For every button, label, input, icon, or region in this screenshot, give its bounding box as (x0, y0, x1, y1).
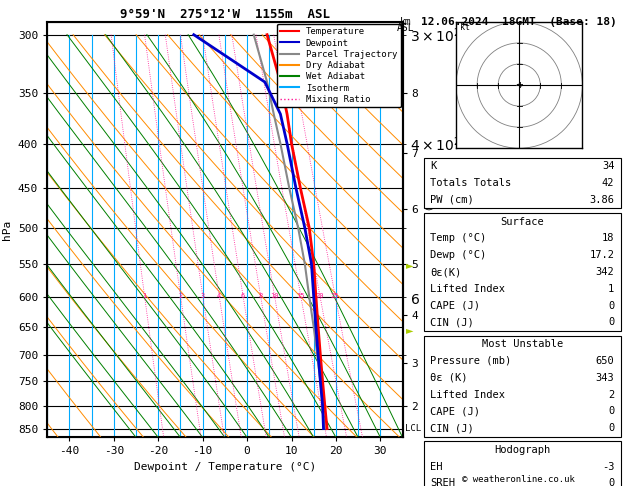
Text: Dewp (°C): Dewp (°C) (430, 250, 487, 260)
Text: CIN (J): CIN (J) (430, 317, 474, 328)
Text: θε(K): θε(K) (430, 267, 462, 277)
Text: Surface: Surface (501, 217, 544, 226)
Text: 0: 0 (608, 301, 615, 311)
Text: LCL: LCL (405, 424, 421, 433)
Text: 20: 20 (316, 293, 324, 298)
Text: 8: 8 (259, 293, 263, 298)
Text: 0: 0 (608, 406, 615, 417)
Title: 9°59'N  275°12'W  1155m  ASL: 9°59'N 275°12'W 1155m ASL (120, 8, 330, 21)
Text: 25: 25 (331, 293, 340, 298)
Text: CAPE (J): CAPE (J) (430, 406, 481, 417)
Text: © weatheronline.co.uk: © weatheronline.co.uk (462, 474, 576, 484)
Text: ►: ► (406, 260, 413, 270)
Text: CIN (J): CIN (J) (430, 423, 474, 433)
Bar (425, 441, 621, 486)
Text: 1: 1 (608, 284, 615, 294)
Text: Most Unstable: Most Unstable (482, 339, 563, 349)
Text: 4: 4 (217, 293, 221, 298)
X-axis label: Dewpoint / Temperature (°C): Dewpoint / Temperature (°C) (134, 462, 316, 472)
Text: -3: -3 (602, 462, 615, 471)
Text: 3.86: 3.86 (589, 195, 615, 205)
Text: 650: 650 (596, 356, 615, 366)
Text: 6: 6 (241, 293, 245, 298)
Text: K: K (430, 161, 437, 172)
Text: Hodograph: Hodograph (494, 445, 550, 455)
Text: CAPE (J): CAPE (J) (430, 301, 481, 311)
Text: Pressure (mb): Pressure (mb) (430, 356, 511, 366)
Text: 1: 1 (142, 293, 147, 298)
Text: Temp (°C): Temp (°C) (430, 233, 487, 243)
Text: EH: EH (430, 462, 443, 471)
Text: km: km (400, 17, 411, 27)
Bar (425, 158, 621, 208)
Text: ASL: ASL (397, 23, 415, 34)
Text: PW (cm): PW (cm) (430, 195, 474, 205)
Text: 0: 0 (608, 478, 615, 486)
Text: 343: 343 (596, 373, 615, 382)
Bar (425, 213, 621, 331)
Text: Lifted Index: Lifted Index (430, 389, 505, 399)
Text: 12.06.2024  18GMT  (Base: 18): 12.06.2024 18GMT (Base: 18) (421, 17, 617, 27)
Text: 42: 42 (602, 178, 615, 188)
Text: 10: 10 (270, 293, 279, 298)
Text: 3: 3 (201, 293, 205, 298)
Text: Totals Totals: Totals Totals (430, 178, 511, 188)
Text: 17.2: 17.2 (589, 250, 615, 260)
Y-axis label: hPa: hPa (3, 220, 13, 240)
Text: 15: 15 (296, 293, 305, 298)
Text: 0: 0 (608, 423, 615, 433)
Text: 18: 18 (602, 233, 615, 243)
Text: θε (K): θε (K) (430, 373, 468, 382)
Text: ►: ► (406, 326, 413, 335)
Text: kt: kt (460, 23, 470, 32)
Bar (425, 336, 621, 436)
Text: 0: 0 (608, 317, 615, 328)
Text: 2: 2 (179, 293, 182, 298)
Text: Lifted Index: Lifted Index (430, 284, 505, 294)
Text: 2: 2 (608, 389, 615, 399)
Text: 34: 34 (602, 161, 615, 172)
Text: SREH: SREH (430, 478, 455, 486)
Legend: Temperature, Dewpoint, Parcel Trajectory, Dry Adiabat, Wet Adiabat, Isotherm, Mi: Temperature, Dewpoint, Parcel Trajectory… (277, 24, 401, 107)
Text: Mixing Ratio (g/kg): Mixing Ratio (g/kg) (426, 178, 435, 281)
Text: 342: 342 (596, 267, 615, 277)
